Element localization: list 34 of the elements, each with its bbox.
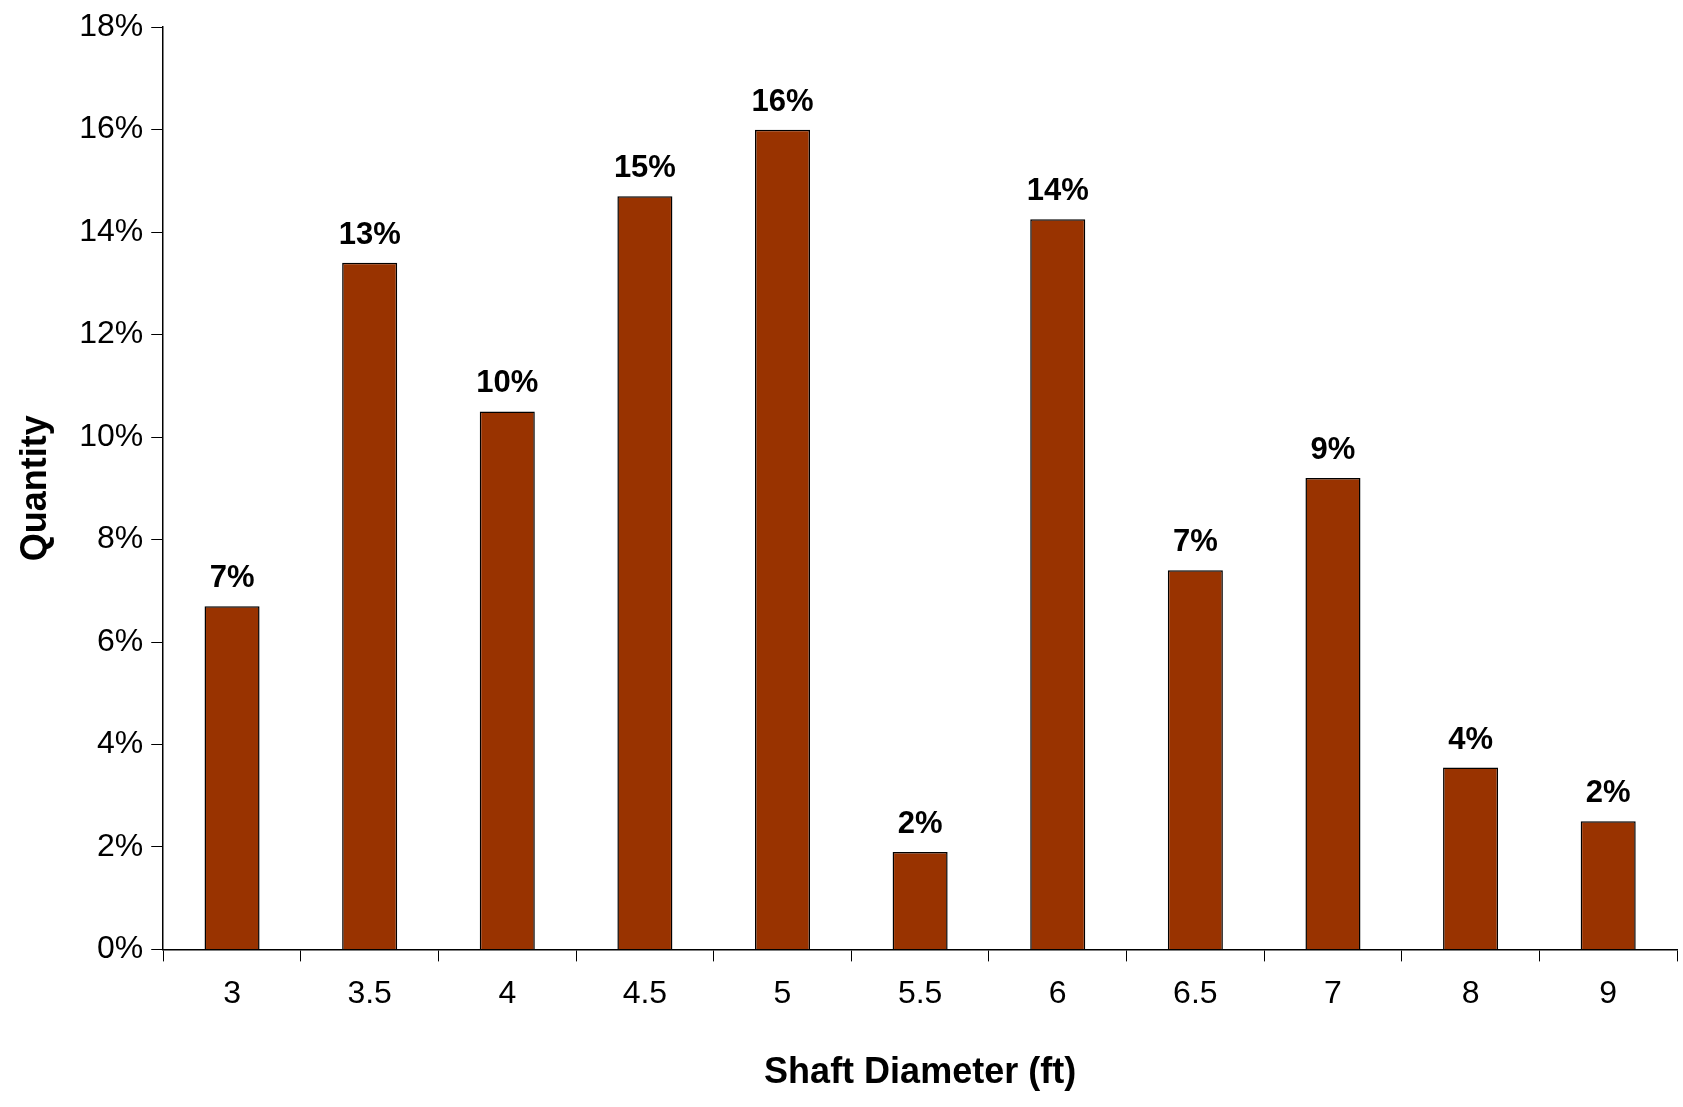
data-label: 7%	[209, 559, 255, 595]
x-tick-label: 5	[773, 974, 792, 1011]
data-label: 2%	[1585, 774, 1631, 810]
data-label: 4%	[1448, 720, 1493, 756]
x-tick-label: 6	[1048, 974, 1067, 1011]
data-label: 9%	[1310, 431, 1356, 467]
y-tick-label: 14%	[79, 211, 144, 248]
data-label: 15%	[613, 149, 676, 185]
x-tick-label: 3	[223, 974, 241, 1011]
data-label: 13%	[338, 215, 401, 251]
y-axis-title: Quantity	[12, 415, 54, 562]
y-tick-label: 10%	[79, 416, 144, 453]
x-tick-label: 4	[498, 974, 517, 1011]
x-tick-label: 5.5	[897, 974, 943, 1011]
x-tick-label: 8	[1461, 974, 1480, 1011]
data-label: 10%	[476, 364, 539, 400]
x-tick-label: 4.5	[622, 974, 668, 1011]
x-axis-title: Shaft Diameter (ft)	[764, 1050, 1077, 1092]
data-label: 16%	[751, 82, 814, 118]
x-tick-label: 6.5	[1173, 974, 1218, 1011]
y-tick-label: 4%	[97, 724, 144, 761]
y-tick-label: 8%	[97, 519, 144, 556]
data-label: 14%	[1026, 172, 1089, 208]
x-tick-label: 7	[1324, 974, 1342, 1011]
y-tick-label: 2%	[97, 826, 144, 863]
y-tick-label: 18%	[79, 7, 144, 44]
y-tick-label: 0%	[97, 929, 144, 966]
y-tick-label: 16%	[79, 109, 144, 146]
y-tick-label: 6%	[97, 621, 144, 658]
x-tick-label: 9	[1599, 974, 1618, 1011]
data-label: 2%	[897, 805, 943, 841]
y-tick-label: 12%	[79, 314, 144, 351]
x-tick-label: 3.5	[347, 974, 392, 1011]
data-label: 7%	[1172, 523, 1218, 559]
